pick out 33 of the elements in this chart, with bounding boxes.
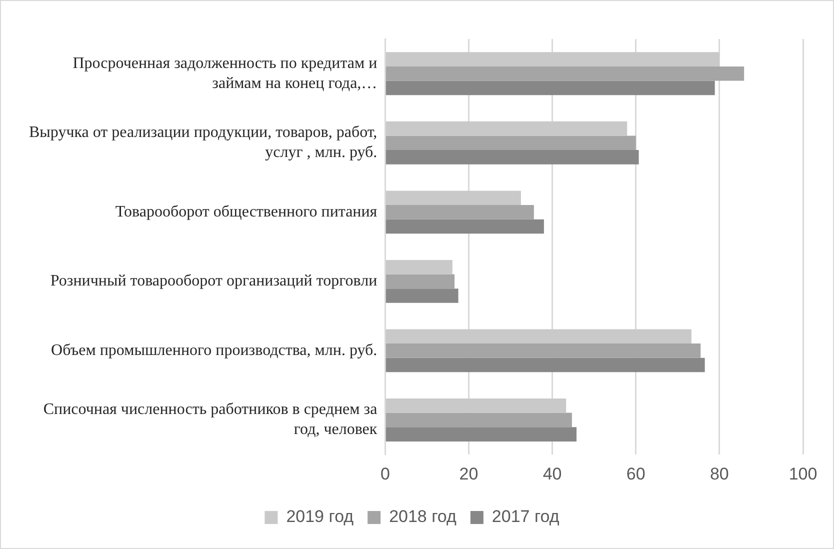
y-tick-label: Списочная численность работников в среднем за год, человек [43,401,378,438]
y-tick-label: Просроченная задолженность по кредитам и займам на конец года,… [72,54,378,92]
legend-label: 2019 год [286,507,354,526]
bar [386,427,577,442]
bar [386,205,534,220]
bar [386,329,692,344]
bar [386,136,636,150]
bar [386,80,715,96]
y-tick-label: Объем промышленного производства, млн. руб. [51,342,378,359]
x-tick-label: 100 [788,464,818,484]
x-tick-label: 0 [380,464,390,484]
bar [386,66,744,81]
x-tick-label: 20 [459,464,478,484]
x-tick-label: 40 [542,464,562,484]
bar [386,150,639,164]
bar [386,190,521,206]
y-tick-label: Товарооборот общественного питания [115,203,378,220]
bar [386,121,628,136]
bar [386,398,566,413]
bar [386,219,544,234]
legend-label: 2017 год [492,507,560,526]
y-tick-label: Розничный товарооборот организаций торговли [50,272,378,290]
legend-label: 2018 год [389,507,457,526]
bar [386,288,458,303]
bar [386,52,720,66]
bar [386,274,455,289]
x-tick-label: 80 [710,464,729,484]
bar [386,358,705,372]
y-tick-label: Выручка от реализации продукции, товаров, работ, услуг , млн. руб. [29,124,378,162]
bar [386,260,452,274]
x-tick-label: 60 [626,464,646,484]
bar [386,412,572,428]
bar [386,344,701,358]
